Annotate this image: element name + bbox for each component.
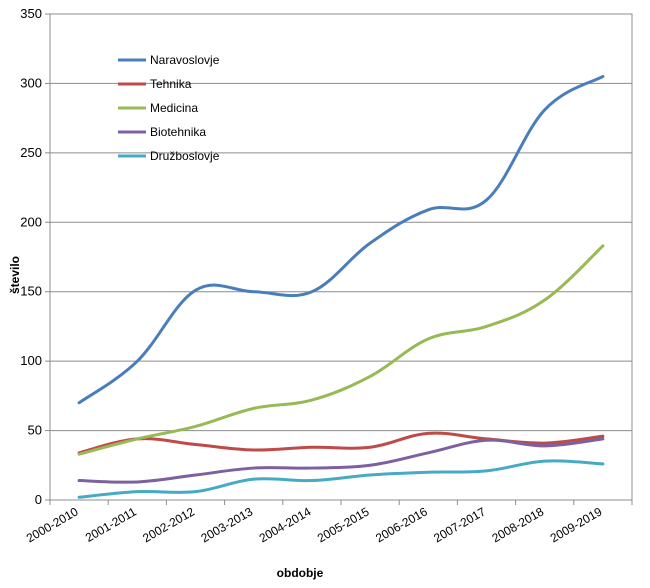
- y-tick-label: 350: [20, 6, 42, 21]
- x-tick-label: 2006-2016: [373, 504, 430, 545]
- x-tick-label: 2000-2010: [24, 504, 81, 545]
- series-line-biotehnika: [77, 437, 605, 484]
- legend-label: Družboslovje: [150, 149, 220, 163]
- x-tick-label: 2004-2014: [257, 504, 314, 545]
- series-line-medicina: [77, 244, 605, 456]
- y-tick-label: 200: [20, 214, 42, 229]
- legend: Naravoslovje Tehnika Medicina Biotehnika Dru…: [118, 53, 220, 163]
- y-tick-label: 50: [28, 423, 42, 438]
- x-tick-label: 2001-2011: [83, 504, 139, 545]
- plot-area: [49, 13, 633, 501]
- x-tick-label: 2007-2017: [431, 504, 488, 545]
- x-tick-label: 2003-2013: [198, 504, 255, 545]
- legend-label: Tehnika: [150, 77, 192, 91]
- x-tick-label: 2005-2015: [315, 504, 372, 545]
- x-axis-ticks: 2000-2010 2001-2011 2002-2012 2003-2013 2004…: [24, 500, 633, 545]
- series-line-družboslovje: [77, 459, 605, 499]
- y-tick-label: 100: [20, 353, 42, 368]
- x-tick-label: 2008-2018: [489, 504, 546, 545]
- x-tick-label: 2002-2012: [140, 504, 197, 545]
- y-tick-label: 250: [20, 145, 42, 160]
- legend-label: Biotehnika: [150, 125, 206, 139]
- y-tick-label: 300: [20, 75, 42, 90]
- x-tick-label: 2009-2019: [548, 504, 605, 545]
- series-line-naravoslovje: [77, 74, 605, 405]
- plot-border: [49, 13, 633, 501]
- series-lines: [77, 74, 605, 499]
- legend-label: Naravoslovje: [150, 53, 220, 67]
- gridlines: [50, 13, 632, 432]
- y-tick-label: 150: [20, 284, 42, 299]
- y-tick-label: 0: [35, 492, 42, 507]
- legend-label: Medicina: [150, 101, 198, 115]
- y-axis-ticks: 0 50 100 150 200 250 300 350: [20, 6, 50, 507]
- y-axis-title: število: [8, 256, 22, 294]
- x-axis-title: obdobje: [277, 566, 324, 580]
